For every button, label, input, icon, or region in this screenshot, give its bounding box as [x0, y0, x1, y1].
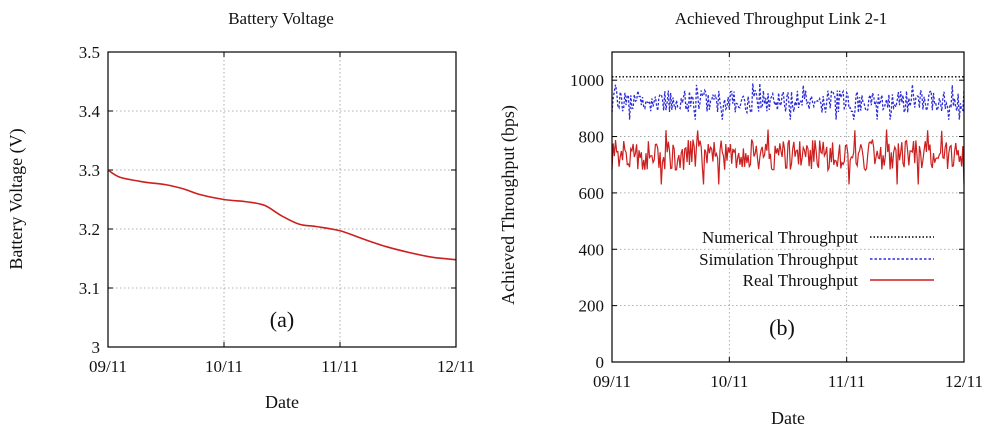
chart-achieved-throughput: Achieved Throughput Link 2-1 09/11 10/11 1… [498, 9, 983, 428]
y-tick-label: 400 [579, 240, 605, 259]
x-tick-label: 12/11 [945, 372, 983, 391]
y-tick-label: 600 [579, 184, 605, 203]
series-line-simulation-throughput [611, 83, 965, 120]
y-tick-label: 3.1 [79, 279, 100, 298]
y-tick-label: 0 [596, 353, 605, 372]
chart-a-xlabel: Date [265, 392, 299, 412]
x-tick-label: 10/11 [710, 372, 748, 391]
chart-b-legend: Numerical Throughput Simulation Throughp… [699, 228, 934, 290]
x-tick-label: 11/11 [321, 357, 358, 376]
y-tick-label: 200 [579, 297, 605, 316]
chart-b-panel-label: (b) [769, 315, 795, 340]
chart-b-title: Achieved Throughput Link 2-1 [675, 9, 888, 28]
series-line-real-throughput [611, 129, 965, 185]
chart-b-plot-frame [611, 51, 965, 363]
chart-b-grid [612, 52, 964, 362]
chart-a-grid [108, 52, 456, 347]
x-tick-label: 09/11 [89, 357, 127, 376]
x-tick-label: 12/11 [437, 357, 475, 376]
x-tick-label: 09/11 [593, 372, 631, 391]
legend-label-real: Real Throughput [743, 271, 859, 290]
x-tick-label: 11/11 [828, 372, 865, 391]
legend-label-numerical: Numerical Throughput [702, 228, 858, 247]
y-tick-label: 3.5 [79, 43, 100, 62]
chart-a-panel-label: (a) [270, 307, 294, 332]
chart-b-xlabel: Date [771, 408, 805, 428]
y-tick-label: 1000 [570, 71, 604, 90]
chart-battery-voltage: Battery Voltage 09/11 10/11 11/11 12/11 3 3.1… [6, 9, 475, 412]
y-tick-label: 3 [92, 338, 101, 357]
y-tick-label: 3.2 [79, 220, 100, 239]
chart-a-plot-frame [107, 51, 457, 348]
series-line-battery-voltage [107, 169, 457, 261]
y-tick-label: 3.4 [79, 102, 101, 121]
chart-a-series [107, 169, 457, 261]
chart-b-ticks: 09/11 10/11 11/11 12/11 0 200 400 600 800 1000 [570, 52, 983, 391]
chart-b-series [611, 76, 965, 185]
y-tick-label: 3.3 [79, 161, 100, 180]
chart-a-ylabel: Battery Voltage (V) [6, 128, 27, 269]
legend-label-simulation: Simulation Throughput [699, 250, 858, 269]
y-tick-label: 800 [579, 128, 605, 147]
chart-a-title: Battery Voltage [228, 9, 334, 28]
x-tick-label: 10/11 [205, 357, 243, 376]
chart-b-ylabel: Achieved Throughput (bps) [498, 105, 519, 305]
